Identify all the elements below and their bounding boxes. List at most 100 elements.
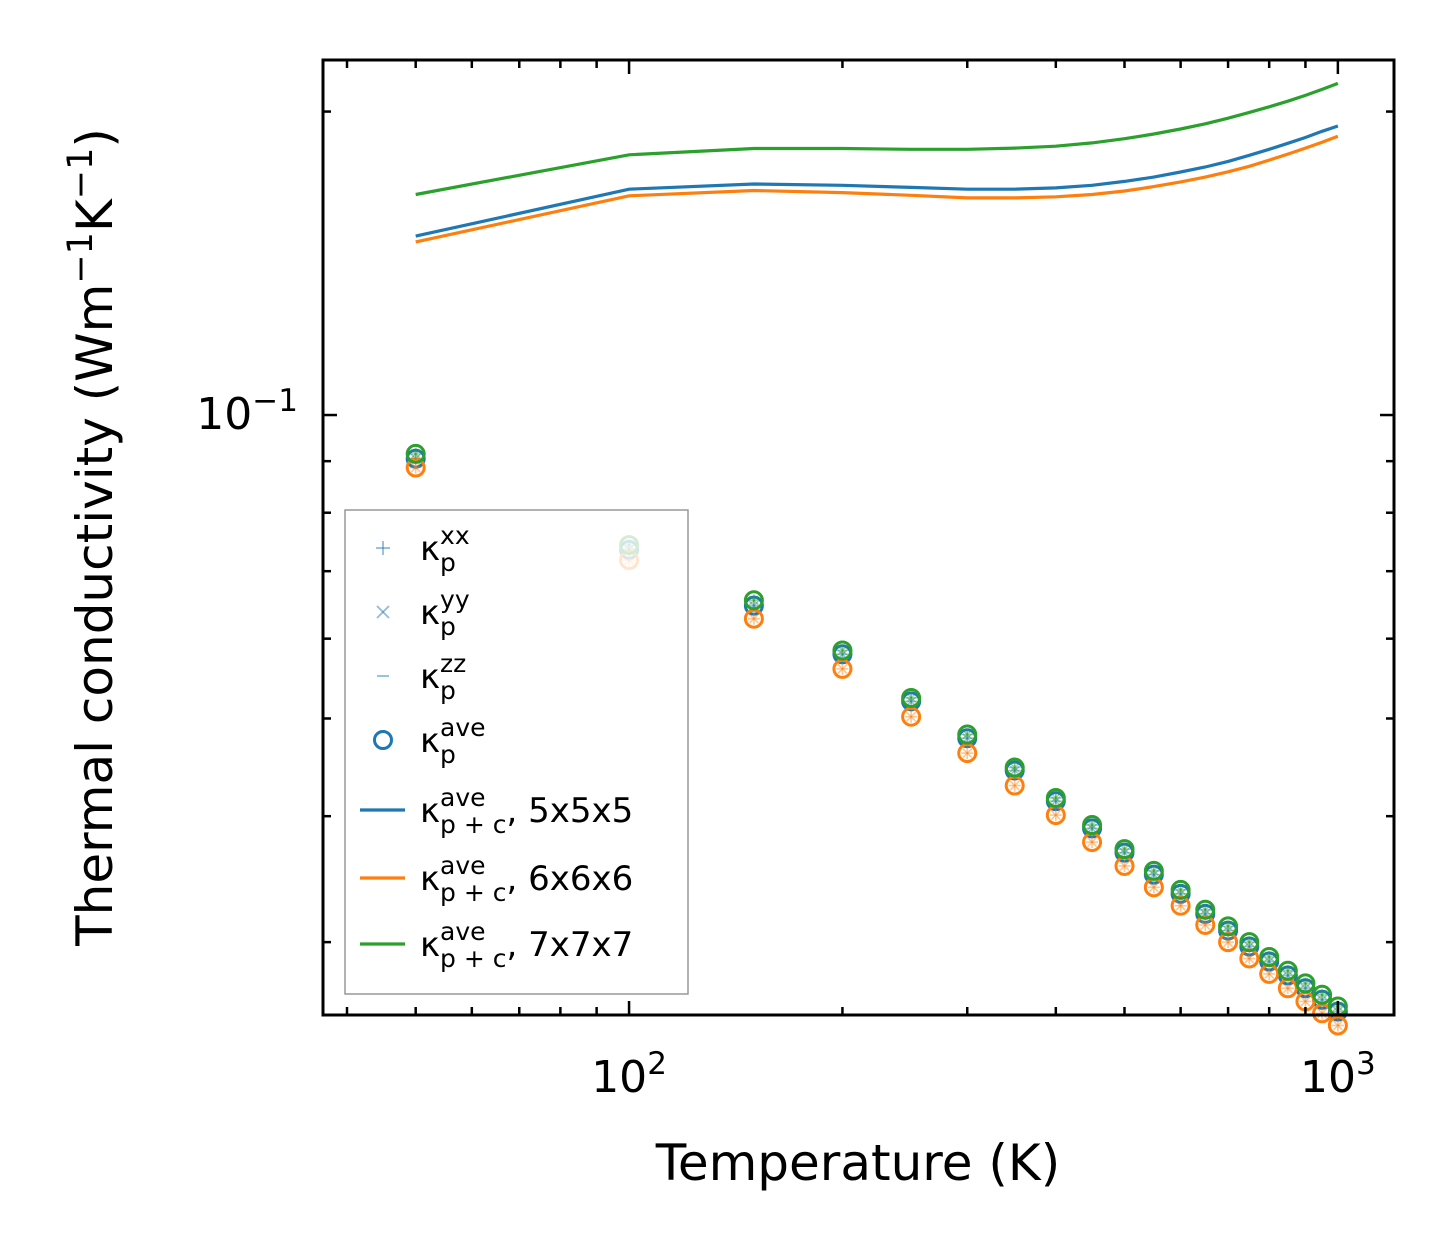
- marker-group-6x6x6: [832, 658, 853, 679]
- kappa-p-yy-marker: [1009, 762, 1020, 773]
- marker-group-7x7x7: [1114, 839, 1135, 860]
- kappa-p-yy-marker: [1009, 765, 1020, 776]
- legend-circle-marker: [373, 730, 393, 750]
- kappa-p-ave-marker: [1239, 932, 1260, 953]
- legend-label: κxx p: [420, 521, 470, 577]
- x-tick-label: 102: [591, 1046, 667, 1103]
- kappa-pc-line-7x7x7: [415, 81, 1339, 197]
- marker-group-6x6x6: [405, 457, 426, 478]
- marker-group-6x6x6: [901, 706, 922, 727]
- kappa-p-yy-marker: [1223, 937, 1234, 948]
- kappa-p-ave-marker: [743, 595, 764, 616]
- kappa-p-yy-marker: [1223, 921, 1234, 932]
- marker-group-7x7x7: [1082, 815, 1103, 836]
- kappa-p-ave-marker: [901, 687, 922, 708]
- legend: κxx p κyy p κzz p κave p κave p + c, 5x5x5 κave p +…: [344, 509, 689, 995]
- kappa-p-yy-marker: [1009, 780, 1020, 791]
- marker-group-6x6x6: [1143, 877, 1164, 898]
- y-tick-label: 10−1: [196, 383, 298, 440]
- marker-group-7x7x7: [832, 640, 853, 661]
- kappa-p-yy-marker: [1317, 989, 1328, 1000]
- marker-group-7x7x7: [1004, 757, 1025, 778]
- kappa-p-yy-marker: [410, 448, 421, 459]
- marker-group-7x7x7: [1312, 984, 1333, 1005]
- legend-handle-circle: [373, 730, 393, 750]
- kappa-p-yy-marker: [1050, 810, 1061, 821]
- kappa-p-yy-marker: [1087, 819, 1098, 831]
- legend-label: κave p + c, 5x5x5: [420, 783, 633, 839]
- kappa-p-yy-marker: [1175, 884, 1186, 895]
- kappa-p-yy-marker: [1332, 1020, 1343, 1031]
- kappa-p-yy-marker: [1050, 810, 1061, 821]
- kappa-p-ave-marker: [1327, 1015, 1348, 1036]
- kappa-p-yy-marker: [1119, 844, 1130, 855]
- kappa-p-yy-marker: [1175, 900, 1186, 911]
- kappa-p-ave-marker: [1312, 984, 1333, 1005]
- marker-group-6x6x6: [1114, 855, 1135, 876]
- kappa-pc-line-5x5x5: [415, 124, 1339, 238]
- kappa-p-yy-marker: [962, 748, 973, 759]
- marker-group-6x6x6: [1195, 914, 1216, 935]
- marker-group-7x7x7: [743, 590, 764, 611]
- marker-group-6x6x6: [1045, 805, 1066, 826]
- kappa-p-ave-marker: [1143, 860, 1164, 881]
- legend-label: κave p: [420, 713, 486, 769]
- kappa-p-ave-marker: [1259, 946, 1280, 967]
- kappa-p-yy-marker: [410, 462, 421, 473]
- kappa-p-ave-marker: [1195, 899, 1216, 920]
- marker-group-7x7x7: [1045, 787, 1066, 808]
- marker-group-7x7x7: [1170, 879, 1191, 900]
- kappa-p-yy-marker: [1264, 951, 1275, 963]
- kappa-p-yy-marker: [962, 729, 973, 740]
- kappa-p-yy-marker: [1264, 968, 1275, 979]
- y-axis-label: Thermal conductivity (Wm−1K−1): [61, 128, 124, 947]
- kappa-p-yy-marker: [1009, 780, 1020, 791]
- marker-group-7x7x7: [1195, 899, 1216, 920]
- kappa-p-yy-marker: [1200, 904, 1211, 915]
- kappa-p-yy-marker: [1050, 796, 1061, 807]
- kappa-p-yy-marker: [1300, 996, 1311, 1007]
- marker-group-6x6x6: [1259, 963, 1280, 984]
- marker-group-7x7x7: [1143, 860, 1164, 881]
- kappa-p-yy-marker: [1223, 921, 1234, 932]
- kappa-p-yy-marker: [1244, 953, 1255, 964]
- kappa-p-yy-marker: [1119, 844, 1130, 855]
- marker-group-7x7x7: [1239, 932, 1260, 953]
- marker-group-6x6x6: [1327, 1015, 1348, 1036]
- kappa-p-yy-marker: [837, 645, 848, 656]
- plot-frame: [321, 58, 1396, 1017]
- legend-label: κave p + c, 6x6x6: [420, 851, 633, 907]
- kappa-p-ave-marker: [1004, 757, 1025, 778]
- kappa-p-yy-marker: [410, 448, 421, 459]
- kappa-p-yy-marker: [1050, 792, 1061, 804]
- kappa-p-yy-marker: [1087, 819, 1098, 831]
- marker-group-7x7x7: [1218, 916, 1239, 937]
- legend-label: κave p + c, 7x7x7: [420, 917, 633, 973]
- legend-label: κzz p: [420, 649, 466, 705]
- kappa-p-yy-marker: [962, 748, 973, 759]
- kappa-p-ave-marker: [743, 590, 764, 611]
- kappa-p-ave-marker: [1170, 879, 1191, 900]
- kappa-p-ave-marker: [1195, 914, 1216, 935]
- kappa-p-yy-marker: [1223, 937, 1234, 948]
- marker-group-6x6x6: [957, 743, 978, 764]
- kappa-p-yy-marker: [748, 595, 759, 606]
- marker-group-6x6x6: [1277, 978, 1298, 999]
- kappa-p-yy-marker: [748, 613, 759, 624]
- kappa-p-yy-marker: [1282, 965, 1293, 976]
- x-tick-label: 103: [1300, 1046, 1376, 1103]
- kappa-p-yy-marker: [906, 692, 917, 704]
- axis-ticks: [323, 60, 1394, 1015]
- kappa-p-yy-marker: [1119, 860, 1130, 872]
- kappa-p-ave-marker: [405, 457, 426, 478]
- kappa-p-yy-marker: [1332, 1020, 1343, 1031]
- kappa-p-yy-marker: [1244, 937, 1255, 948]
- kappa-p-yy-marker: [1282, 983, 1293, 994]
- x-axis-label: Temperature (K): [655, 1134, 1060, 1192]
- kappa-p-yy-marker: [1087, 837, 1098, 848]
- kappa-p-yy-marker: [1282, 983, 1293, 994]
- kappa-p-yy-marker: [1087, 837, 1098, 848]
- kappa-p-yy-marker: [1148, 865, 1159, 876]
- marker-group-6x6x6: [743, 608, 764, 629]
